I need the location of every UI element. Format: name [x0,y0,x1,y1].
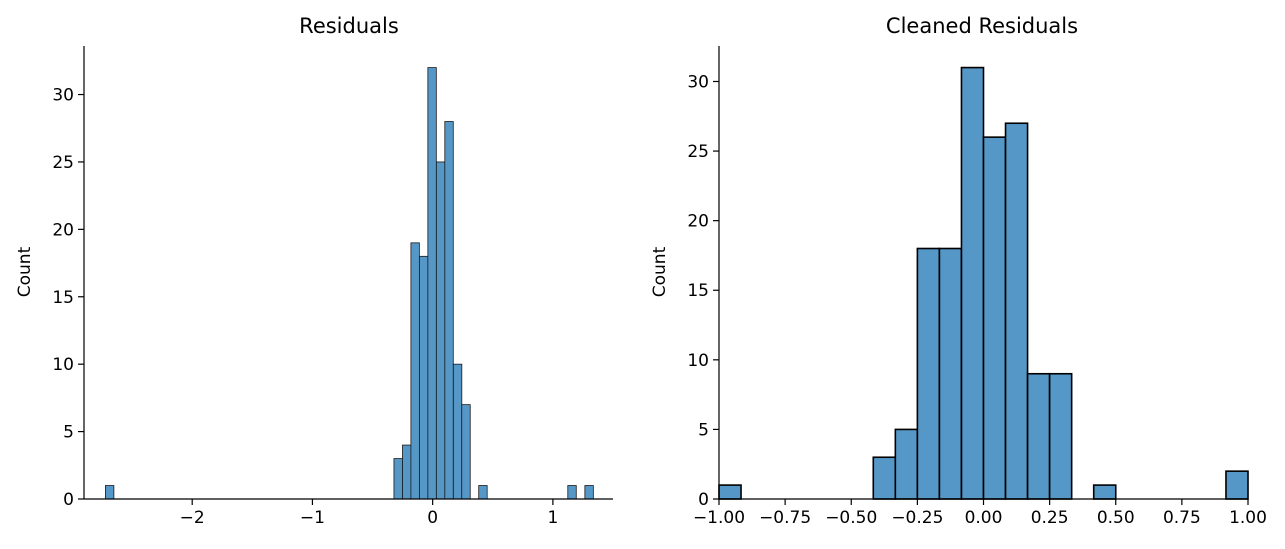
x-tick-label: 0 [427,508,438,528]
y-tick-label: 15 [687,281,709,301]
y-tick-label: 5 [63,423,74,443]
y-tick-label: 10 [687,351,709,371]
x-tick-label: 0.50 [1097,508,1135,528]
x-ticks: −2 −1 0 1 [180,499,558,528]
histogram-bar [435,161,446,500]
x-tick-label: 0.00 [965,508,1003,528]
histogram-bar [718,484,742,500]
histogram-bar [402,444,412,500]
y-axis-label: Count [15,246,35,297]
x-ticks: −1.00 −0.75 −0.50 −0.25 0.00 0.25 0.50 0.75 1.00 [693,499,1267,528]
x-tick-label: 0.75 [1163,508,1201,528]
histogram-bar [105,485,115,500]
histogram-bar [1092,484,1117,500]
bars-group [718,66,1249,500]
y-tick-label: 20 [52,220,74,240]
x-tick-label: 1.00 [1229,508,1267,528]
histogram-bar [461,404,471,500]
histogram-bar [982,136,1007,500]
histogram-bar [938,247,963,500]
y-tick-label: 30 [687,72,709,92]
y-ticks: 0 5 10 15 20 25 30 [687,72,719,510]
histogram-bar [452,363,463,500]
y-axis-label: Count [650,246,670,297]
x-tick-label: 0.25 [1031,508,1069,528]
chart-title: Cleaned Residuals [886,14,1078,38]
chart-title: Residuals [299,14,399,38]
histogram-bar [393,458,403,500]
histogram-bar [916,247,941,500]
y-tick-label: 0 [698,490,709,510]
histogram-bar [894,428,919,500]
x-tick-label: −1.00 [693,508,745,528]
histogram-bar [478,485,488,500]
histogram-bar [1048,372,1073,500]
bars-group [105,67,594,500]
histogram-bar [872,456,897,500]
y-ticks: 0 5 10 15 20 25 30 [52,86,84,510]
y-tick-label: 5 [698,420,709,440]
x-tick-label: −0.50 [825,508,877,528]
x-tick-label: −2 [180,508,205,528]
histogram-bar [584,485,594,500]
x-tick-label: −0.25 [891,508,943,528]
x-tick-label: −1 [300,508,325,528]
residuals-histogram: Residuals Count −2 −1 0 1 0 5 10 15 20 25 30 [15,14,613,528]
histogram-bar [444,121,454,500]
y-tick-label: 10 [52,355,74,375]
histogram-bar [1026,372,1051,500]
histogram-bar [427,67,437,500]
y-tick-label: 25 [687,142,709,162]
y-tick-label: 25 [52,153,74,173]
y-tick-label: 30 [52,86,74,106]
histogram-bar [960,66,985,500]
histogram-bar [410,242,420,500]
histogram-bar [1225,470,1249,500]
y-tick-label: 0 [63,490,74,510]
x-tick-label: 1 [547,508,558,528]
histogram-bar [419,255,429,500]
cleaned-residuals-histogram: Cleaned Residuals Count −1.00 −0.75 −0.50−… [650,14,1267,528]
histogram-bar [567,485,577,500]
y-tick-label: 20 [687,212,709,232]
y-tick-label: 15 [52,288,74,308]
histogram-bar [1004,122,1029,500]
x-tick-label: −0.75 [759,508,811,528]
